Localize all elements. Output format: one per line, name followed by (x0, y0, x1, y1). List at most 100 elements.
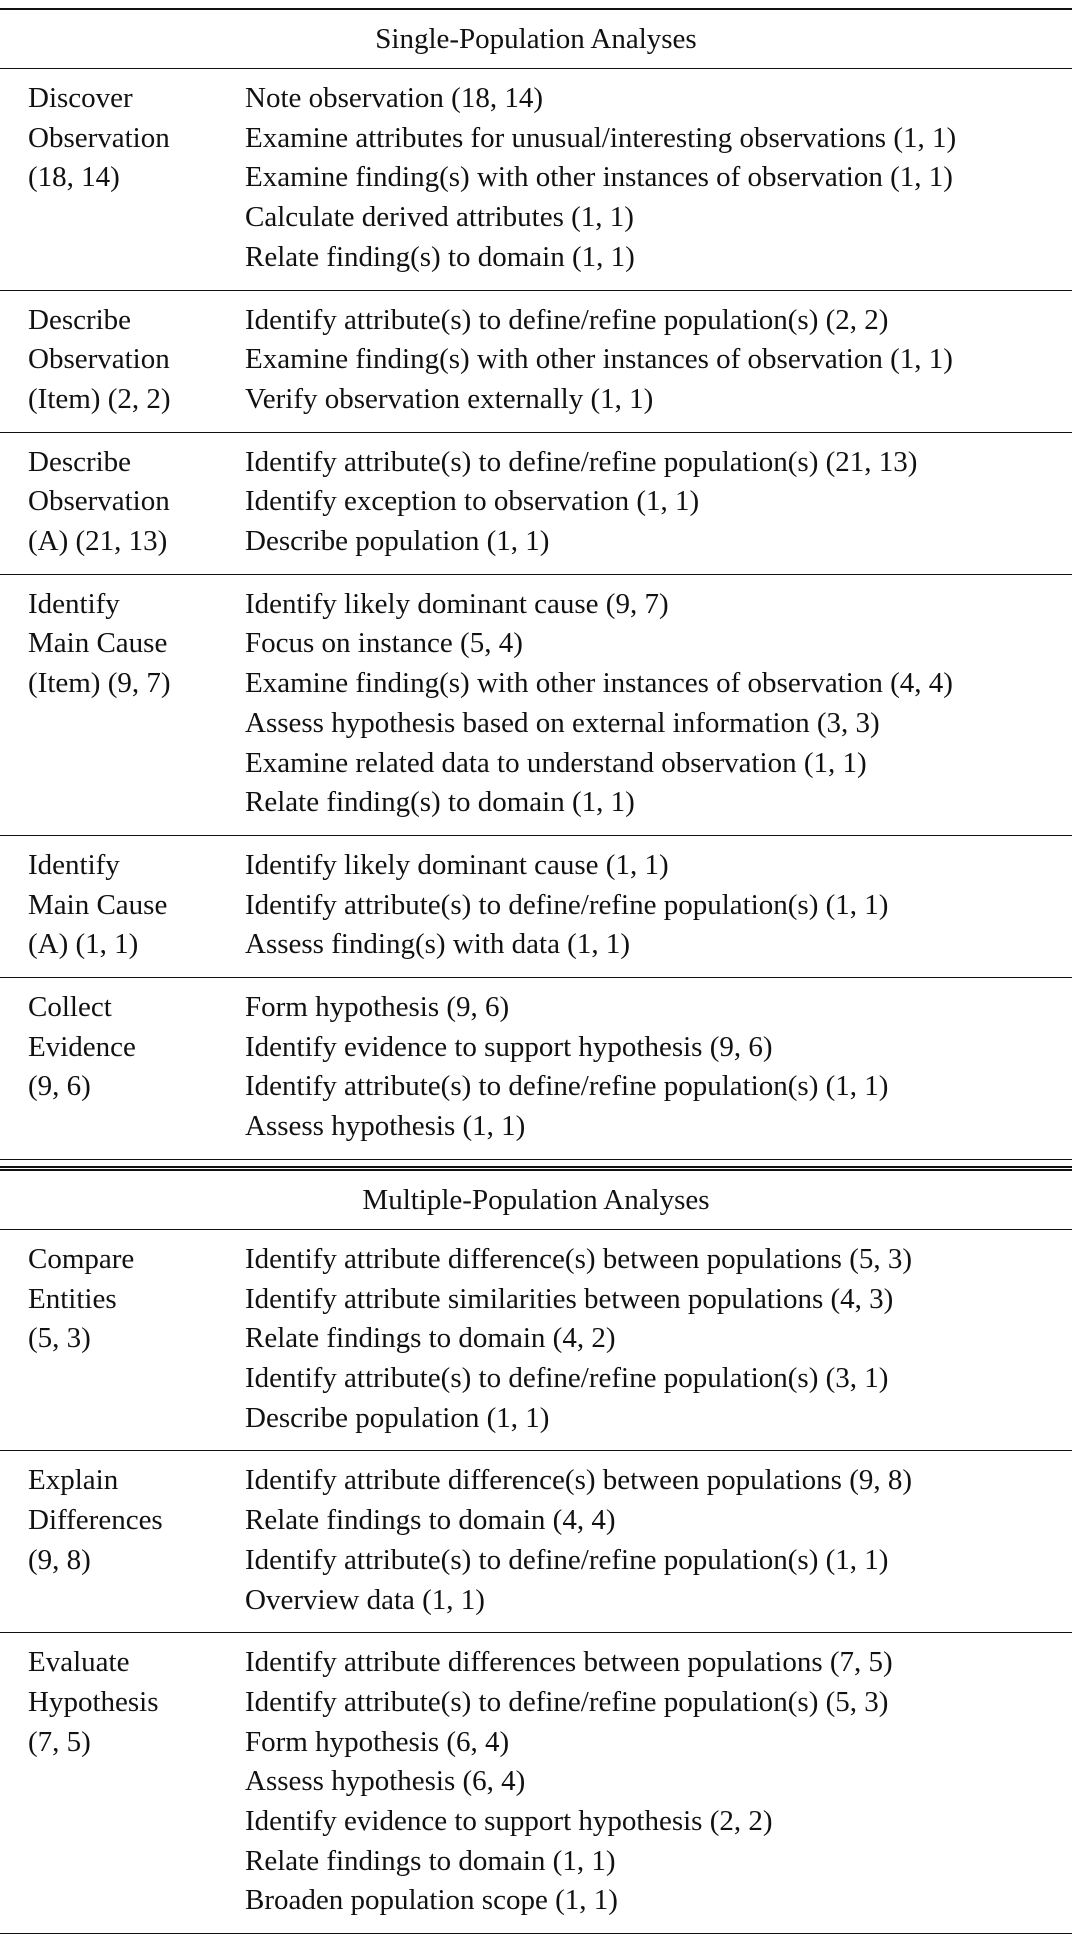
group-label-line: Identify (28, 587, 120, 620)
analysis-group: Evaluate Hypothesis (7, 5) Identify attribu… (0, 1633, 1072, 1933)
analysis-group: Identify Main Cause (Item) (9, 7) Identify … (0, 575, 1072, 835)
group-label-line: (Item) (2, 2) (28, 382, 171, 415)
group-items: Form hypothesis (9, 6) Identify evidence … (245, 988, 1072, 1147)
group-label: Evaluate Hypothesis (7, 5) (0, 1643, 245, 1921)
group-label-line: Main Cause (28, 888, 168, 921)
group-label: Collect Evidence (9, 6) (0, 988, 245, 1147)
analysis-step: Relate finding(s) to domain (1, 1) (245, 240, 635, 273)
analysis-step: Examine finding(s) with other instances … (245, 161, 953, 194)
analysis-step: Examine attributes for unusual/interesti… (245, 121, 957, 154)
analysis-step: Identify likely dominant cause (9, 7) (245, 587, 669, 620)
analysis-step: Examine finding(s) with other instances … (245, 667, 953, 700)
group-label-line: Observation (28, 485, 170, 518)
analysis-step: Relate finding(s) to domain (1, 1) (245, 786, 635, 819)
group-items: Identify attribute difference(s) between… (245, 1240, 1072, 1439)
group-label-line: Evaluate (28, 1646, 130, 1679)
analysis-step: Identify attribute(s) to define/refine p… (245, 1070, 889, 1103)
group-label-line: Describe (28, 303, 132, 336)
analysis-group: Collect Evidence (9, 6) Form hypothesis (9,… (0, 978, 1072, 1159)
group-items: Identify likely dominant cause (9, 7) Foc… (245, 585, 1072, 823)
group-rule (0, 289, 1072, 291)
group-label-line: Observation (28, 343, 170, 376)
analysis-step: Identify attribute difference(s) between… (245, 1464, 913, 1497)
analysis-group: Describe Observation (A) (21, 13) Identify … (0, 433, 1072, 574)
analysis-step: Relate findings to domain (4, 2) (245, 1322, 616, 1355)
analysis-step: Form hypothesis (9, 6) (245, 991, 510, 1024)
analysis-step: Identify attribute(s) to define/refine p… (245, 888, 889, 921)
group-label: Describe Observation (A) (21, 13) (0, 443, 245, 562)
analysis-step: Verify observation externally (1, 1) (245, 382, 654, 415)
top-rule (0, 8, 1072, 10)
analysis-step: Assess hypothesis (6, 4) (245, 1765, 526, 1798)
analysis-step: Focus on instance (5, 4) (245, 627, 523, 660)
analysis-step: Assess finding(s) with data (1, 1) (245, 928, 631, 961)
analysis-group: Describe Observation (Item) (2, 2) Identify… (0, 291, 1072, 432)
group-label-line: Observation (28, 121, 170, 154)
group-rule (0, 1158, 1072, 1160)
analysis-step: Identify attribute(s) to define/refine p… (245, 303, 889, 336)
analysis-step: Note observation (18, 14) (245, 82, 543, 114)
group-items: Identify attribute(s) to define/refine p… (245, 443, 1072, 562)
group-label-line: Hypothesis (28, 1685, 159, 1718)
analysis-step: Describe population (1, 1) (245, 525, 550, 558)
analysis-step: Relate findings to domain (1, 1) (245, 1844, 616, 1877)
group-rule (0, 1450, 1072, 1452)
group-label-line: (A) (1, 1) (28, 928, 139, 961)
analysis-step: Identify evidence to support hypothesis … (245, 1805, 773, 1838)
group-label: Identify Main Cause (Item) (9, 7) (0, 585, 245, 823)
analysis-step: Overview data (1, 1) (245, 1583, 485, 1616)
group-label-line: Identify (28, 848, 120, 881)
group-label-line: Describe (28, 445, 132, 478)
analysis-step: Identify exception to observation (1, 1) (245, 485, 700, 518)
analysis-step: Identify attribute difference(s) between… (245, 1242, 913, 1275)
group-label-line: (A) (21, 13) (28, 525, 168, 558)
group-label: Discover Observation (18, 14) (0, 79, 245, 278)
section-header: Multiple-Population Analyses (362, 1183, 710, 1216)
section-divider (0, 1165, 1072, 1171)
analysis-group: Identify Main Cause (A) (1, 1) Identify lik… (0, 836, 1072, 977)
group-label-line: (5, 3) (28, 1322, 91, 1355)
group-label-line: Evidence (28, 1030, 136, 1063)
group-label-line: Entities (28, 1282, 117, 1315)
section-header: Single-Population Analyses (375, 23, 697, 55)
analysis-step: Assess hypothesis (1, 1) (245, 1110, 526, 1143)
analysis-group: Explain Differences (9, 8) Identify attribu… (0, 1451, 1072, 1632)
analysis-step: Identify attribute differences between p… (245, 1646, 893, 1679)
analysis-step: Assess hypothesis based on external info… (245, 706, 880, 739)
header-rule (0, 1228, 1072, 1230)
group-items: Note observation (18, 14) Examine attribu… (245, 79, 1072, 278)
analysis-step: Examine finding(s) with other instances … (245, 343, 953, 376)
analysis-group: Discover Observation (18, 14) Note observat… (0, 69, 1072, 290)
group-rule (0, 431, 1072, 433)
group-label-line: Collect (28, 991, 112, 1024)
analysis-step: Identify attribute(s) to define/refine p… (245, 1361, 889, 1394)
group-label-line: Discover (28, 82, 133, 114)
analysis-step: Describe population (1, 1) (245, 1401, 550, 1434)
analysis-step: Identify evidence to support hypothesis … (245, 1030, 773, 1063)
analysis-step: Form hypothesis (6, 4) (245, 1725, 510, 1758)
group-label-line: (9, 8) (28, 1543, 91, 1576)
group-rule (0, 977, 1072, 979)
group-items: Identify attribute difference(s) between… (245, 1461, 1072, 1620)
group-label-line: Compare (28, 1242, 135, 1275)
analysis-group: Compare Entities (5, 3) Identify attribute … (0, 1230, 1072, 1451)
analysis-step: Examine related data to understand obser… (245, 746, 867, 779)
group-label-line: Differences (28, 1504, 163, 1537)
group-label: Identify Main Cause (A) (1, 1) (0, 846, 245, 965)
group-label: Describe Observation (Item) (2, 2) (0, 301, 245, 420)
analysis-step: Identify attribute(s) to define/refine p… (245, 1543, 889, 1576)
group-items: Identify likely dominant cause (1, 1) Ide… (245, 846, 1072, 965)
group-label: Compare Entities (5, 3) (0, 1240, 245, 1439)
group-rule (0, 573, 1072, 575)
group-label-line: (Item) (9, 7) (28, 667, 171, 700)
group-items: Identify attribute(s) to define/refine p… (245, 301, 1072, 420)
group-rule (0, 1632, 1072, 1634)
header-rule (0, 68, 1072, 69)
group-label: Explain Differences (9, 8) (0, 1461, 245, 1620)
analysis-step: Identify attribute(s) to define/refine p… (245, 445, 918, 478)
analysis-step: Identify attribute similarities between … (245, 1282, 894, 1315)
analysis-step: Identify likely dominant cause (1, 1) (245, 848, 669, 881)
group-items: Identify attribute differences between p… (245, 1643, 1072, 1921)
analysis-step: Relate findings to domain (4, 4) (245, 1504, 616, 1537)
